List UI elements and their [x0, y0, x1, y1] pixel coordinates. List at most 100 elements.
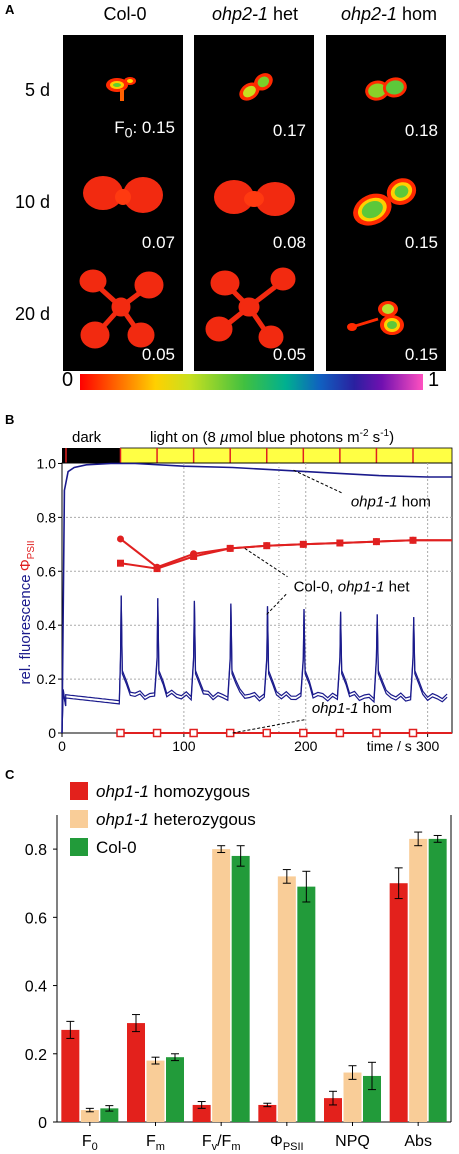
plant-image-col0-5d: F0: 0.15	[63, 35, 183, 147]
legend-label: ohp1-1 heterozygous	[96, 810, 256, 829]
y-axis-label-fluorescence: rel. fluorescence	[17, 574, 34, 684]
phi-point-square	[299, 540, 307, 548]
annotation-bottom-hom: ohp1-1 hom	[312, 700, 392, 717]
plant-seedling	[365, 77, 407, 101]
column-header-col0: Col-0	[103, 4, 147, 24]
bar-ohp1-1-heterozygous	[277, 876, 296, 1122]
panel-b-chart: dark light on (8 µmol blue photons m-2 s-…	[17, 428, 453, 757]
phi-point-open-square	[335, 728, 345, 738]
phi-point-open-square	[408, 728, 418, 738]
plant-image-hom-10d: 0.15	[326, 147, 446, 259]
fluorescence-curve-hom	[61, 462, 452, 734]
y-tick-label: 0	[38, 1115, 47, 1132]
legend-swatch	[70, 810, 88, 828]
plant-image-col0-10d: 0.07	[63, 147, 183, 259]
bar-col-0	[100, 1108, 119, 1122]
x-tick-label: Fm	[146, 1133, 165, 1153]
plant-image-hom-5d: 0.18	[326, 35, 446, 147]
light-period-bar	[120, 447, 453, 464]
fluorescence-curve-het	[61, 595, 448, 734]
y-tick-label: 0.2	[25, 1047, 47, 1064]
x-tick-label: 200	[294, 738, 318, 754]
y-tick-label: 0.6	[25, 910, 47, 927]
y-tick-label: 0.8	[25, 842, 47, 859]
bar-col-0	[428, 838, 447, 1122]
f0-value-hom-5d: 0.18	[404, 121, 438, 140]
plant-seedling	[239, 73, 273, 101]
phi-point-open-square	[372, 728, 381, 738]
annotation-leader	[244, 547, 288, 578]
phi-point-open-square	[299, 728, 308, 738]
x-tick-label: 300	[416, 738, 440, 754]
annotation-leader	[232, 719, 306, 734]
panel-b-letter: B	[5, 412, 15, 427]
column-header-het: ohp2-1 het	[211, 4, 299, 24]
plant-seedling	[347, 301, 404, 335]
legend-swatch	[70, 838, 88, 856]
annotation-leader	[266, 592, 288, 615]
y-axis-label-phi-psii: ΦPSII	[17, 540, 37, 571]
y-tick-label: 0.4	[37, 617, 57, 633]
row-header-5d: 5 d	[24, 80, 50, 100]
x-tick-label: NPQ	[335, 1133, 370, 1150]
y-tick-label: 0.6	[37, 563, 57, 579]
light-on-label: light on (8 µmol blue photons m-2 s-1)	[150, 428, 394, 446]
bar-col-0	[231, 855, 250, 1122]
bar-col-0	[297, 886, 316, 1122]
bar-ohp1-1-homozygous	[258, 1104, 277, 1122]
plant-image-het-10d: 0.08	[194, 147, 314, 259]
phi-point-square	[336, 539, 344, 547]
y-tick-label: 1.0	[37, 455, 57, 471]
bar-ohp1-1-heterozygous	[409, 838, 428, 1122]
bar-ohp1-1-homozygous	[127, 1023, 145, 1122]
legend-label: Col-0	[96, 838, 137, 857]
f0-value-col0-5d: F0: 0.15	[114, 117, 175, 141]
phi-psii-line	[120, 539, 452, 570]
bar-ohp1-1-homozygous	[389, 883, 408, 1122]
annotation-top-hom: ohp1-1 hom	[351, 494, 431, 511]
y-tick-label: 0.4	[25, 979, 47, 996]
phi-point-circle	[117, 535, 124, 543]
x-tick-label: Fv/Fm	[202, 1133, 241, 1153]
bar-ohp1-1-heterozygous	[80, 1110, 99, 1122]
phi-point-square	[153, 565, 161, 573]
y-tick-label: 0	[48, 725, 56, 741]
x-tick-label: ΦPSII	[270, 1133, 304, 1153]
f0-value-hom-20d: 0.15	[404, 345, 438, 364]
phi-point-square	[190, 552, 198, 560]
y-tick-label: 0.8	[37, 509, 57, 525]
plant-rosette	[79, 269, 164, 349]
f0-value-hom-10d: 0.15	[404, 233, 438, 252]
y-tick-label: 0.2	[37, 671, 57, 687]
phi-point-open-square	[116, 728, 125, 738]
phi-point-square	[117, 559, 124, 567]
dark-period-bar	[62, 448, 121, 463]
x-tick-label: Abs	[404, 1133, 432, 1150]
legend-label: ohp1-1 homozygous	[96, 782, 250, 801]
plant-image-hom-20d: 0.15	[326, 259, 446, 371]
f0-value-het-20d: 0.05	[272, 345, 306, 364]
bar-ohp1-1-homozygous	[61, 1029, 80, 1122]
annotation-leader	[293, 469, 343, 494]
colorscale-bar	[80, 374, 423, 390]
bar-col-0	[166, 1057, 184, 1122]
row-header-10d: 10 d	[14, 192, 50, 212]
column-header-hom: ohp2-1 hom	[340, 4, 438, 24]
plant-image-het-5d: 0.17	[194, 35, 314, 147]
f0-value-het-10d: 0.08	[272, 233, 306, 252]
panel-c-chart: 0 0.2 0.4 0.6 0.8 ohp1-1 homozygous ohp1-1 het…	[25, 782, 452, 1153]
phi-point-open-square	[152, 728, 162, 738]
phi-point-square	[263, 542, 271, 550]
annotation-mid-col0-het: Col-0, ohp1-1 het	[294, 579, 411, 596]
x-tick-label: 0	[58, 738, 66, 754]
panel-a-letter: A	[5, 2, 15, 17]
bar-ohp1-1-heterozygous	[146, 1060, 165, 1122]
plant-image-het-20d: 0.05	[194, 259, 314, 371]
phi-point-square	[409, 536, 417, 544]
f0-value-col0-10d: 0.07	[141, 233, 175, 252]
bar-ohp1-1-homozygous	[324, 1098, 342, 1122]
f0-value-col0-20d: 0.05	[141, 345, 175, 364]
bar-ohp1-1-heterozygous	[212, 849, 231, 1122]
phi-psii-line	[119, 538, 452, 569]
bar-col-0	[363, 1075, 381, 1122]
